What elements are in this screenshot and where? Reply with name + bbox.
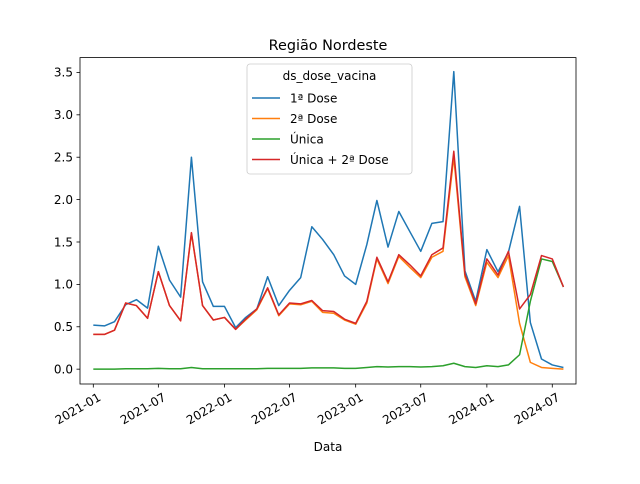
x-tick-label: 2023-07 — [380, 390, 430, 427]
x-tick-label: 2021-07 — [118, 390, 168, 427]
legend-label: Única — [290, 131, 324, 146]
x-tick-label: 2024-01 — [446, 390, 496, 427]
y-axis: 0.0 0.5 1.0 1.5 2.0 2.5 3.0 3.5 — [54, 66, 80, 377]
legend-title: ds_dose_vacina — [283, 69, 377, 83]
x-tick-label: 2021-01 — [53, 390, 103, 427]
series-line-2 — [93, 259, 563, 369]
y-tick-label: 2.5 — [54, 151, 73, 165]
x-tick-label: 2022-01 — [184, 390, 234, 427]
legend-label: 1ª Dose — [290, 91, 337, 105]
chart-title: Região Nordeste — [269, 38, 388, 54]
y-tick-label: 0.0 — [54, 362, 73, 376]
x-axis: 2021-01 2021-07 2022-01 2022-07 2023-01 2023-… — [53, 384, 562, 427]
legend: ds_dose_vacina 1ª Dose 2ª Dose Única Única … — [247, 64, 412, 174]
x-tick-label: 2022-07 — [249, 390, 299, 427]
legend-label: 2ª Dose — [290, 112, 337, 126]
x-axis-label: Data — [314, 440, 343, 454]
y-tick-label: 3.5 — [54, 66, 73, 80]
y-tick-label: 2.0 — [54, 193, 73, 207]
y-tick-label: 1.0 — [54, 278, 73, 292]
y-tick-label: 0.5 — [54, 320, 73, 334]
legend-label: Única + 2ª Dose — [290, 152, 389, 167]
y-tick-label: 3.0 — [54, 108, 73, 122]
y-tick-label: 1.5 — [54, 235, 73, 249]
x-tick-label: 2023-01 — [315, 390, 365, 427]
series-line-3 — [93, 151, 563, 334]
x-tick-label: 2024-07 — [512, 390, 562, 427]
